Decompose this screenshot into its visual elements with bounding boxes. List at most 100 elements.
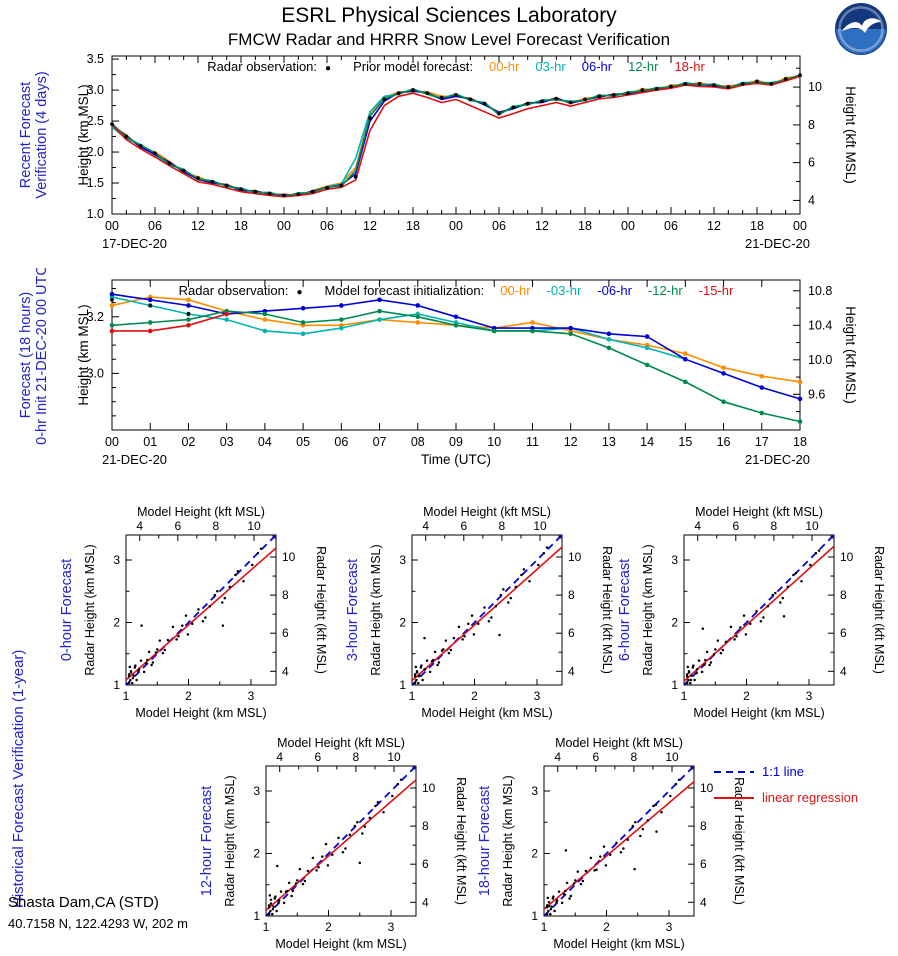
svg-text:2: 2 bbox=[471, 689, 478, 703]
svg-text:8: 8 bbox=[353, 750, 360, 764]
svg-text:00: 00 bbox=[105, 435, 119, 449]
svg-text:2: 2 bbox=[671, 616, 678, 630]
svg-text:1:1 line: 1:1 line bbox=[762, 764, 804, 779]
svg-text:00: 00 bbox=[621, 219, 635, 233]
noaa-logo-svg bbox=[835, 3, 887, 55]
svg-text:01: 01 bbox=[143, 435, 157, 449]
svg-text:2: 2 bbox=[399, 616, 406, 630]
svg-text:3: 3 bbox=[399, 553, 406, 567]
svg-text:18: 18 bbox=[578, 219, 592, 233]
svg-text:4: 4 bbox=[136, 519, 143, 533]
svg-text:12: 12 bbox=[363, 219, 377, 233]
svg-text:4: 4 bbox=[840, 664, 847, 678]
svg-text:18: 18 bbox=[793, 435, 807, 449]
scatter-points bbox=[413, 546, 549, 685]
svg-text:2: 2 bbox=[185, 689, 192, 703]
svg-text:Model Height (kft MSL): Model Height (kft MSL) bbox=[695, 505, 823, 519]
svg-text:21-DEC-20: 21-DEC-20 bbox=[102, 452, 167, 467]
plot-box bbox=[265, 765, 417, 917]
scatter-0hr: 1 1 2 2 3 3 4 4 6 6 8 8 10 10 Model Height (kft MSL) Mo… bbox=[56, 505, 340, 732]
svg-text:6: 6 bbox=[568, 626, 575, 640]
svg-text:00: 00 bbox=[105, 219, 119, 233]
svg-text:1: 1 bbox=[263, 920, 270, 934]
svg-text:Model Height (km MSL): Model Height (km MSL) bbox=[553, 937, 684, 951]
y-axis-kft: 9.6 10.0 10.4 10.8 bbox=[793, 284, 832, 413]
panel-legend: Radar observation: ● Prior model forecast:… bbox=[207, 59, 705, 74]
svg-text:8: 8 bbox=[840, 588, 847, 602]
svg-text:2: 2 bbox=[325, 920, 332, 934]
svg-text:6: 6 bbox=[592, 750, 599, 764]
one-to-one-line bbox=[543, 765, 695, 917]
axes: 11 2 2 3 3 4 4 6 6 8 8 10 10 bbox=[399, 519, 581, 703]
svg-text:10: 10 bbox=[533, 519, 547, 533]
svg-text:06: 06 bbox=[148, 219, 162, 233]
svg-text:8: 8 bbox=[771, 519, 778, 533]
series-radar-dots bbox=[110, 73, 802, 198]
series--15-hr bbox=[112, 313, 227, 332]
svg-text:08: 08 bbox=[411, 435, 425, 449]
svg-text:0-hr Init 21-DEC-20 00 UTC: 0-hr Init 21-DEC-20 00 UTC bbox=[34, 268, 50, 445]
noaa-logo bbox=[834, 2, 888, 56]
svg-text:09: 09 bbox=[449, 435, 463, 449]
svg-text:1: 1 bbox=[399, 678, 406, 692]
svg-text:21-DEC-20: 21-DEC-20 bbox=[745, 236, 810, 251]
regression-line bbox=[543, 781, 695, 910]
svg-text:Model Height (kft MSL): Model Height (kft MSL) bbox=[423, 505, 551, 519]
page-title: ESRL Physical Sciences Laboratory bbox=[281, 4, 617, 27]
scatter-18hr: 1 1 2 2 3 3 4 4 6 6 8 8 10 10 Model Height (kft MSL) Mo… bbox=[474, 736, 758, 956]
svg-text:4: 4 bbox=[422, 895, 429, 909]
svg-text:Height (km MSL): Height (km MSL) bbox=[76, 304, 91, 405]
svg-text:18-hour Forecast: 18-hour Forecast bbox=[477, 786, 493, 896]
svg-text:4: 4 bbox=[808, 193, 815, 207]
axes: 11 2 2 3 3 4 4 6 6 8 8 10 10 bbox=[671, 519, 853, 703]
scatter-legend: 1:1 line linear regression bbox=[708, 760, 893, 815]
scatter-3hr: 1 1 2 2 3 3 4 4 6 6 8 8 10 10 Model Height (kft MSL) Mo… bbox=[342, 505, 626, 732]
scatter-legend-svg: 1:1 line linear regression bbox=[714, 764, 858, 805]
svg-text:2.0: 2.0 bbox=[87, 145, 104, 159]
svg-text:Model Height (km MSL): Model Height (km MSL) bbox=[693, 706, 824, 720]
svg-text:3.5: 3.5 bbox=[87, 52, 104, 66]
svg-text:3: 3 bbox=[113, 553, 120, 567]
svg-text:Verification (4 days): Verification (4 days) bbox=[34, 71, 50, 198]
svg-text:8: 8 bbox=[568, 588, 575, 602]
historical-section-label: Historical Forecast Verification (1-year… bbox=[10, 649, 27, 908]
svg-text:3.2: 3.2 bbox=[87, 310, 104, 324]
svg-text:06: 06 bbox=[320, 219, 334, 233]
plot-box bbox=[543, 765, 695, 917]
svg-text:Model Height (kft MSL): Model Height (kft MSL) bbox=[555, 736, 683, 750]
svg-text:Radar Height (km MSL): Radar Height (km MSL) bbox=[223, 775, 237, 906]
axes: 11 2 2 3 3 4 4 6 6 8 8 10 10 bbox=[531, 750, 713, 934]
one-to-one-line bbox=[683, 534, 835, 686]
series-00-hr bbox=[111, 296, 801, 383]
svg-text:Model Height (kft MSL): Model Height (kft MSL) bbox=[277, 736, 405, 750]
svg-text:Radar Height (kft MSL): Radar Height (kft MSL) bbox=[314, 546, 328, 674]
svg-text:1: 1 bbox=[681, 689, 688, 703]
svg-text:1: 1 bbox=[541, 920, 548, 934]
svg-text:6: 6 bbox=[732, 519, 739, 533]
svg-text:10.4: 10.4 bbox=[808, 318, 832, 332]
svg-text:17: 17 bbox=[755, 435, 769, 449]
svg-text:11: 11 bbox=[526, 435, 539, 449]
svg-text:10: 10 bbox=[282, 550, 296, 564]
svg-text:16: 16 bbox=[717, 435, 731, 449]
svg-text:6: 6 bbox=[314, 750, 321, 764]
series--15-hr-dots bbox=[109, 311, 229, 334]
svg-text:8: 8 bbox=[282, 588, 289, 602]
svg-text:Radar Height (kft MSL): Radar Height (kft MSL) bbox=[600, 546, 614, 674]
svg-text:04: 04 bbox=[258, 435, 272, 449]
plot-box bbox=[125, 534, 277, 686]
svg-text:Recent Forecast: Recent Forecast bbox=[18, 82, 34, 188]
svg-text:3: 3 bbox=[806, 689, 813, 703]
plot-box bbox=[111, 55, 801, 215]
svg-text:18: 18 bbox=[234, 219, 248, 233]
svg-text:6: 6 bbox=[700, 857, 707, 871]
svg-text:Forecast (18 hours): Forecast (18 hours) bbox=[18, 292, 34, 419]
svg-text:03: 03 bbox=[220, 435, 234, 449]
one-to-one-line bbox=[411, 534, 563, 686]
svg-text:1: 1 bbox=[123, 689, 130, 703]
svg-text:14: 14 bbox=[640, 435, 654, 449]
svg-text:Radar Height (kft MSL): Radar Height (kft MSL) bbox=[732, 777, 746, 905]
